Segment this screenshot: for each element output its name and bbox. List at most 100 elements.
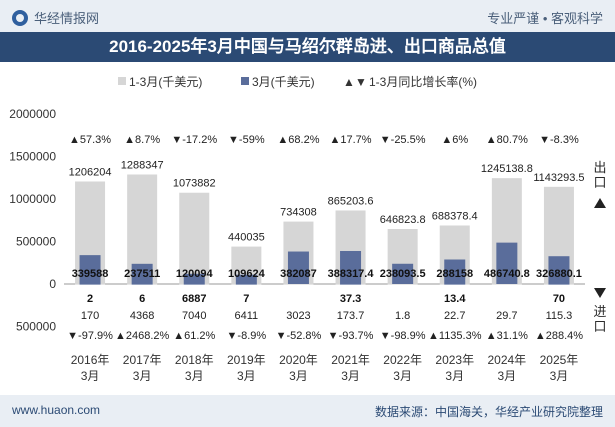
- chart: 1-3月(千美元) 3月(千美元) ▲ ▼ 1-3月同比增长率(%) 2000000 150…: [9, 74, 606, 383]
- export-total-label: 734308: [280, 207, 317, 219]
- export-month-bar: [131, 263, 153, 284]
- footer-bar: www.huaon.com 数据来源：中国海关，华经产业研究院整理: [0, 395, 615, 427]
- import-total-label: 115.3: [546, 310, 573, 322]
- x-tick-label: 2025年 3月: [540, 353, 579, 383]
- export-growth-label: ▲68.2%: [277, 134, 319, 146]
- export-month-label: 120094: [176, 268, 214, 280]
- export-month-bar: [235, 274, 257, 284]
- legend-label-month: 3月(千美元): [252, 75, 315, 89]
- export-arrow-up-icon: [594, 198, 606, 208]
- export-total-label: 1288347: [121, 159, 164, 171]
- import-total-bar: [387, 284, 418, 285]
- import-growth-label: ▼-52.8%: [276, 330, 322, 342]
- export-month-bar: [340, 250, 362, 284]
- export-month-label: 486740.8: [484, 268, 530, 280]
- brand-logo-icon: [12, 9, 28, 26]
- legend-marker-up: ▲: [343, 75, 355, 89]
- import-month-label: 70: [553, 293, 565, 305]
- import-month-bar: [235, 284, 257, 285]
- export-growth-label: ▼-59%: [228, 134, 265, 146]
- x-tick-label: 2021年 3月: [331, 353, 370, 383]
- import-month-bar: [548, 284, 570, 285]
- import-month-label: 6887: [182, 293, 206, 305]
- import-month-label: 6: [139, 293, 145, 305]
- x-tick-label: 2016年 3月: [71, 353, 110, 383]
- import-month-bar: [131, 284, 153, 285]
- export-total-label: 1206204: [69, 166, 112, 178]
- export-month-label: 109624: [228, 268, 266, 280]
- export-month-bar: [444, 259, 466, 284]
- export-side-label: 出口: [593, 160, 606, 190]
- x-tick-label: 2019年 3月: [227, 353, 266, 383]
- export-month-label: 388317.4: [328, 268, 375, 280]
- import-month-label: 37.3: [340, 293, 361, 305]
- export-month-bar: [392, 263, 414, 284]
- import-total-label: 29.7: [496, 310, 517, 322]
- import-growth-label: ▼-98.9%: [380, 330, 426, 342]
- import-month-bar: [79, 284, 101, 285]
- legend-swatch-total: [118, 77, 126, 85]
- import-growth-label: ▼-8.9%: [227, 330, 267, 342]
- import-side-label: 进口: [593, 304, 606, 334]
- x-tick-label: 2022年 3月: [383, 353, 422, 383]
- export-month-label: 382087: [280, 268, 317, 280]
- import-total-label: 6411: [235, 310, 259, 322]
- import-month-label: 13.4: [444, 293, 466, 305]
- top-bar: 华经情报网 专业严谨 • 客观科学: [0, 0, 615, 32]
- export-growth-label: ▲80.7%: [486, 134, 528, 146]
- import-total-label: 4368: [130, 310, 154, 322]
- export-month-label: 288158: [436, 268, 473, 280]
- import-total-bar: [283, 284, 314, 285]
- export-total-label: 1073882: [173, 178, 216, 190]
- import-total-label: 3023: [286, 310, 310, 322]
- export-month-bar: [548, 256, 570, 284]
- export-month-label: 237511: [124, 268, 160, 280]
- import-growth-label: ▼-97.9%: [67, 330, 113, 342]
- import-total-label: 22.7: [444, 310, 465, 322]
- import-growth-label: ▲31.1%: [486, 330, 528, 342]
- y-tick-label: 0: [49, 277, 56, 291]
- chart-title: 2016-2025年3月中国与马绍尔群岛进、出口商品总值: [0, 32, 615, 62]
- export-growth-label: ▲17.7%: [330, 134, 372, 146]
- export-total-label: 440035: [228, 232, 265, 244]
- export-month-bar: [287, 251, 309, 284]
- export-growth-label: ▲6%: [441, 134, 468, 146]
- import-total-label: 170: [81, 310, 99, 322]
- brand-name: 华经情报网: [34, 11, 100, 26]
- export-month-bar: [79, 255, 101, 284]
- legend-marker-down: ▼: [355, 75, 367, 89]
- import-total-label: 173.7: [337, 310, 365, 322]
- export-total-label: 646823.8: [380, 214, 426, 226]
- import-month-label: 2: [87, 293, 93, 305]
- export-month-label: 339588: [72, 268, 109, 280]
- legend-swatch-month: [241, 77, 249, 85]
- legend-label-total: 1-3月(千美元): [129, 75, 202, 89]
- export-month-bar: [496, 242, 518, 284]
- export-total-label: 1245138.8: [481, 163, 533, 175]
- export-month-label: 326880.1: [536, 268, 582, 280]
- import-month-bar: [444, 284, 466, 285]
- export-growth-label: ▲8.7%: [124, 134, 160, 146]
- import-total-label: 7040: [182, 310, 206, 322]
- import-growth-label: ▲288.4%: [535, 330, 583, 342]
- x-tick-label: 2017年 3月: [123, 353, 162, 383]
- export-growth-label: ▼-25.5%: [380, 134, 426, 146]
- y-tick-label: 500000: [16, 320, 56, 334]
- export-total-label: 865203.6: [328, 195, 374, 207]
- export-total-label: 688378.4: [432, 210, 478, 222]
- legend-label-growth: 1-3月同比增长率(%): [369, 74, 477, 89]
- footer-source: 数据来源：中国海关，华经产业研究院整理: [374, 405, 603, 419]
- y-tick-label: 2000000: [9, 107, 56, 121]
- y-tick-label: 500000: [16, 235, 56, 249]
- x-tick-label: 2018年 3月: [175, 353, 214, 383]
- import-month-bar: [183, 284, 205, 285]
- import-month-label: 7: [243, 293, 249, 305]
- import-total-label: 1.8: [395, 310, 410, 322]
- brand: 华经情报网: [12, 8, 99, 27]
- x-tick-label: 2020年 3月: [279, 353, 318, 383]
- import-growth-label: ▲1135.3%: [428, 330, 482, 342]
- export-month-bar: [183, 273, 205, 284]
- export-month-label: 238093.5: [380, 268, 426, 280]
- export-total-bar: [179, 192, 210, 284]
- x-tick-label: 2023年 3月: [435, 353, 474, 383]
